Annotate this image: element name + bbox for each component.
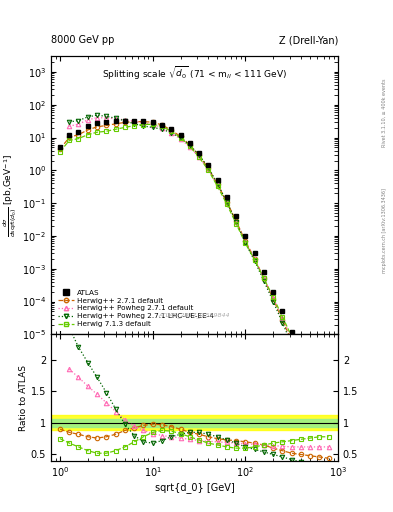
Text: 8000 GeV pp: 8000 GeV pp [51,35,114,45]
Text: ATLAS_2017_I1599844: ATLAS_2017_I1599844 [159,312,230,318]
Y-axis label: Ratio to ATLAS: Ratio to ATLAS [19,365,28,431]
Legend: ATLAS, Herwig++ 2.7.1 default, Herwig++ Powheg 2.7.1 default, Herwig++ Powheg 2.: ATLAS, Herwig++ 2.7.1 default, Herwig++ … [55,286,218,331]
Text: mcplots.cern.ch [arXiv:1306.3436]: mcplots.cern.ch [arXiv:1306.3436] [382,188,387,273]
Text: Rivet 3.1.10, ≥ 400k events: Rivet 3.1.10, ≥ 400k events [382,78,387,147]
X-axis label: sqrt{d_0} [GeV]: sqrt{d_0} [GeV] [155,482,234,493]
Text: Splitting scale $\sqrt{d_0}$ (71 < m$_{ll}$ < 111 GeV): Splitting scale $\sqrt{d_0}$ (71 < m$_{l… [102,65,287,82]
Bar [51,419,338,426]
Text: Z (Drell-Yan): Z (Drell-Yan) [279,35,338,45]
Bar [51,415,338,431]
Y-axis label: $\frac{d\sigma}{d\mathrm{sqrt}(d_0)}$ [pb,GeV$^{-1}$]: $\frac{d\sigma}{d\mathrm{sqrt}(d_0)}$ [p… [2,154,19,237]
